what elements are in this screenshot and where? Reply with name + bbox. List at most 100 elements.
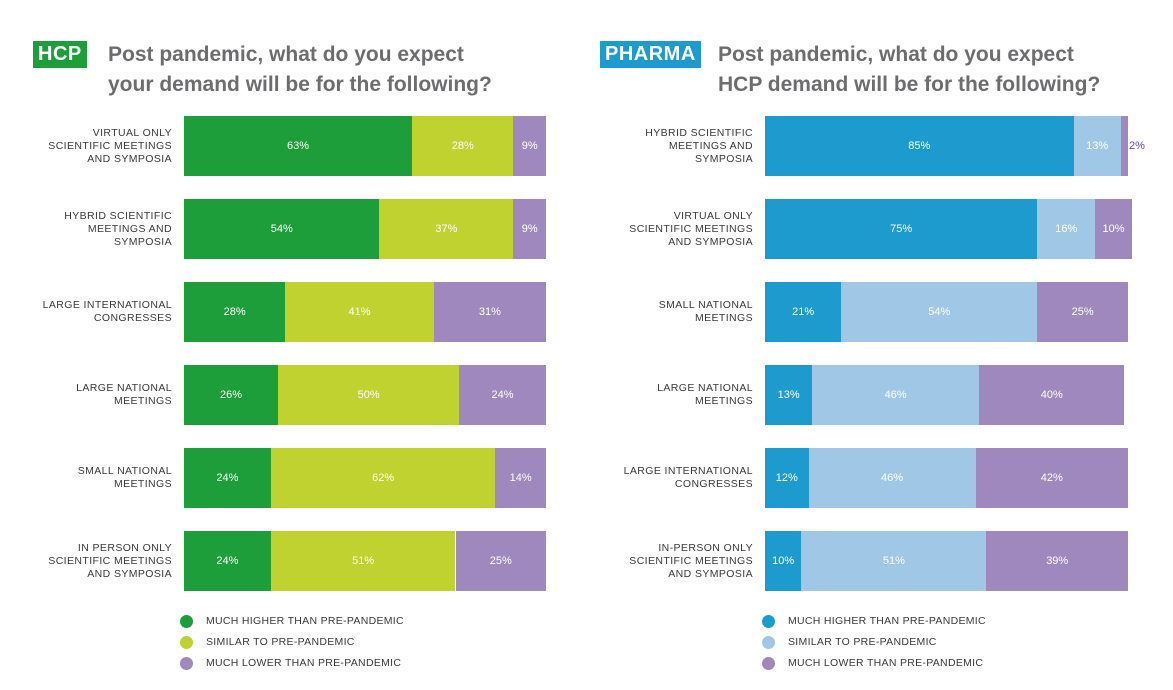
data-label: 50%: [357, 389, 380, 401]
data-label: 62%: [372, 472, 395, 484]
bar-segment: [1037, 199, 1096, 259]
data-label: 31%: [478, 306, 501, 318]
data-label: 2%: [1129, 140, 1145, 152]
bar-segment: [765, 116, 1074, 176]
data-label: 28%: [451, 140, 474, 152]
category-label: HYBRID SCIENTIFIC MEETINGS AND SYMPOSIA: [64, 209, 172, 248]
category-label: LARGE INTERNATIONAL CONGRESSES: [42, 299, 172, 324]
data-label: 26%: [220, 389, 243, 401]
chart-title-line2: your demand will be for the following?: [108, 73, 492, 96]
category-label: LARGE INTERNATIONAL CONGRESSES: [623, 465, 753, 490]
bar-segment: [184, 448, 271, 508]
data-label: 25%: [489, 555, 512, 567]
category-label: SMALL NATIONAL MEETINGS: [77, 465, 172, 490]
legend-label: MUCH HIGHER THAN PRE-PANDEMIC: [206, 615, 404, 627]
data-label: 13%: [1086, 140, 1109, 152]
bar-segment: [841, 282, 1038, 342]
bar-segment: [433, 282, 546, 342]
legend-item: MUCH HIGHER THAN PRE-PANDEMIC: [762, 614, 1062, 630]
bar-segment: [278, 365, 460, 425]
bar-segment: [184, 531, 271, 591]
bar-segment: [1095, 199, 1132, 259]
bar-segment: [1037, 282, 1128, 342]
bar-segment: [765, 365, 813, 425]
data-label: 54%: [928, 306, 951, 318]
bar-segment: [765, 448, 809, 508]
bar-segment: [455, 531, 546, 591]
bar-segment: [495, 448, 546, 508]
chart-title: Post pandemic, what do you expect your de…: [108, 40, 492, 100]
bar-segment: [1073, 116, 1121, 176]
chart-title: Post pandemic, what do you expect HCP dem…: [718, 40, 1100, 100]
data-label: 41%: [348, 306, 371, 318]
legend-item: MUCH LOWER THAN PRE-PANDEMIC: [180, 656, 480, 672]
bar-segment: [975, 448, 1128, 508]
legend-swatch-icon: [180, 615, 193, 628]
category-label: HYBRID SCIENTIFIC MEETINGS AND SYMPOSIA: [645, 126, 753, 165]
legend-label: MUCH HIGHER THAN PRE-PANDEMIC: [788, 615, 986, 627]
bar-segment: [285, 282, 434, 342]
category-label: IN PERSON ONLY SCIENTIFIC MEETINGS AND S…: [48, 541, 172, 580]
legend-item: MUCH HIGHER THAN PRE-PANDEMIC: [180, 614, 480, 630]
legend-item: MUCH LOWER THAN PRE-PANDEMIC: [762, 656, 1062, 672]
data-label: 28%: [223, 306, 246, 318]
data-label: 25%: [1071, 306, 1094, 318]
bar-segment: [765, 199, 1038, 259]
legend-swatch-icon: [180, 636, 193, 649]
data-label: 37%: [435, 223, 458, 235]
data-label: 46%: [884, 389, 907, 401]
chart-badge: HCP: [33, 41, 87, 68]
data-label: 13%: [777, 389, 800, 401]
data-label: 16%: [1055, 223, 1078, 235]
legend-label: SIMILAR TO PRE-PANDEMIC: [206, 636, 355, 648]
legend-swatch-icon: [762, 636, 775, 649]
legend-item: SIMILAR TO PRE-PANDEMIC: [762, 635, 1062, 651]
data-label: 54%: [270, 223, 293, 235]
data-label: 14%: [509, 472, 532, 484]
bar-segment: [801, 531, 987, 591]
data-label: 9%: [521, 140, 538, 152]
bar-segment: [270, 448, 496, 508]
data-label: 24%: [491, 389, 514, 401]
chart-badge: PHARMA: [600, 41, 701, 68]
category-label: LARGE NATIONAL MEETINGS: [76, 382, 172, 407]
bar-segment: [412, 116, 514, 176]
bar-segment: [184, 199, 380, 259]
chart-title-line1: Post pandemic, what do you expect: [718, 43, 1074, 66]
bar-segment: [979, 365, 1125, 425]
bar-segment: [459, 365, 546, 425]
bar-segment: [184, 116, 413, 176]
bar-segment: [765, 282, 842, 342]
data-label: 46%: [881, 472, 904, 484]
bar-segment: [270, 531, 456, 591]
legend-label: SIMILAR TO PRE-PANDEMIC: [788, 636, 937, 648]
data-label: 24%: [216, 555, 239, 567]
data-label: 24%: [216, 472, 239, 484]
data-label: 10%: [1102, 223, 1125, 235]
data-label: 9%: [521, 223, 538, 235]
data-label: 42%: [1040, 472, 1063, 484]
legend-label: MUCH LOWER THAN PRE-PANDEMIC: [206, 657, 402, 669]
bar-segment: [1120, 116, 1128, 176]
data-label: 85%: [908, 140, 931, 152]
category-label: VIRTUAL ONLY SCIENTIFIC MEETINGS AND SYM…: [48, 126, 172, 165]
bar-segment: [986, 531, 1128, 591]
chart-title-line1: Post pandemic, what do you expect: [108, 43, 464, 66]
data-label: 10%: [772, 555, 795, 567]
legend-item: SIMILAR TO PRE-PANDEMIC: [180, 635, 480, 651]
data-label: 39%: [1046, 555, 1069, 567]
legend-swatch-icon: [180, 657, 193, 670]
category-label: IN-PERSON ONLY SCIENTIFIC MEETINGS AND S…: [629, 541, 753, 580]
data-label: 21%: [792, 306, 815, 318]
bar-segment: [765, 531, 802, 591]
bar-segment: [379, 199, 514, 259]
bar-segment: [812, 365, 980, 425]
bar-segment: [184, 365, 279, 425]
bar-segment: [513, 199, 546, 259]
data-label: 40%: [1040, 389, 1063, 401]
data-label: 12%: [775, 472, 798, 484]
category-label: VIRTUAL ONLY SCIENTIFIC MEETINGS AND SYM…: [629, 209, 753, 248]
chart-title-line2: HCP demand will be for the following?: [718, 73, 1101, 96]
